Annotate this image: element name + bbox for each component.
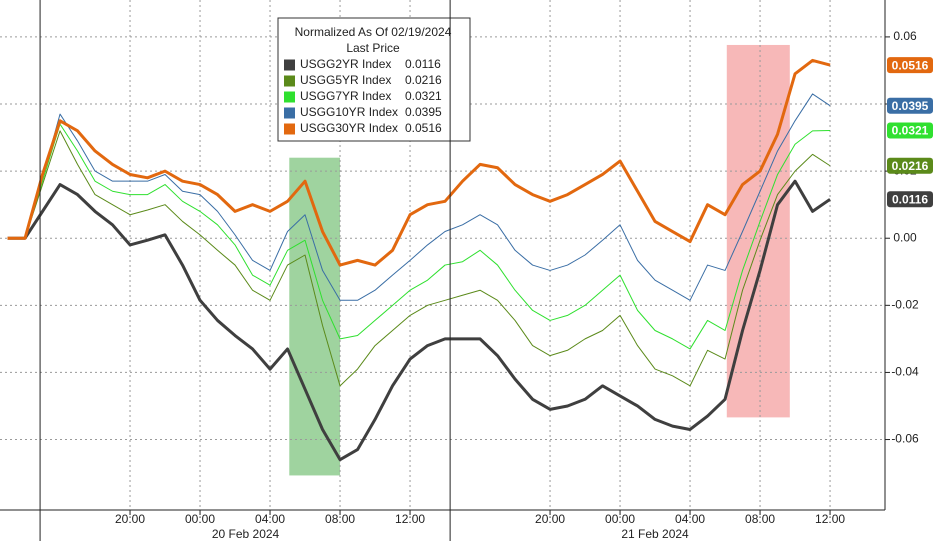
last-value-box xyxy=(887,57,933,74)
date-label: 21 Feb 2024 xyxy=(621,527,689,541)
legend-value: 0.0116 xyxy=(405,57,441,71)
y-tick-label: -0.06 xyxy=(891,432,919,446)
legend-value: 0.0321 xyxy=(405,89,442,103)
legend-swatch xyxy=(284,107,295,119)
last-value-label: 0.0395 xyxy=(892,99,929,113)
last-value-label: 0.0516 xyxy=(892,58,929,72)
last-value-box xyxy=(887,122,933,139)
series-line xyxy=(7,123,831,350)
legend-label: USGG7YR Index xyxy=(300,89,391,103)
x-tick-label: 04:00 xyxy=(255,512,285,526)
x-tick-label: 08:00 xyxy=(325,512,355,526)
last-value-box xyxy=(887,157,933,174)
legend-value: 0.0216 xyxy=(405,73,442,87)
legend-label: USGG10YR Index xyxy=(300,105,398,119)
legend-label: USGG30YR Index xyxy=(300,121,398,135)
plot xyxy=(0,0,885,510)
legend: Normalized As Of 02/19/2024 Last Price U… xyxy=(277,17,471,142)
legend-label: USGG5YR Index xyxy=(300,73,391,87)
y-tick-label: -0.04 xyxy=(891,365,919,379)
legend-value: 0.0395 xyxy=(405,105,442,119)
x-tick-label: 20:00 xyxy=(115,512,145,526)
y-tick-label: 0.00 xyxy=(893,230,917,244)
series-line xyxy=(7,179,831,462)
x-tick-label: 12:00 xyxy=(395,512,425,526)
series-line xyxy=(7,58,831,267)
x-tick-label: 00:00 xyxy=(185,512,215,526)
legend-label: USGG2YR Index xyxy=(300,57,391,71)
legend-swatch xyxy=(284,91,295,103)
legend-title: Normalized As Of 02/19/2024 xyxy=(295,25,452,39)
highlight-band xyxy=(726,44,790,418)
last-value-box xyxy=(887,191,933,208)
y-tick-label: -0.02 xyxy=(891,298,919,312)
last-value-label: 0.0216 xyxy=(892,159,929,173)
last-value-label: 0.0321 xyxy=(892,124,929,138)
last-value-box xyxy=(887,97,933,114)
legend-value: 0.0516 xyxy=(405,121,442,135)
x-tick-label: 08:00 xyxy=(745,512,775,526)
legend-swatch xyxy=(284,75,295,87)
last-value-label: 0.0116 xyxy=(892,192,928,206)
date-label: 20 Feb 2024 xyxy=(212,527,280,541)
series-line xyxy=(7,93,831,301)
x-tick-label: 04:00 xyxy=(675,512,705,526)
legend-subtitle: Last Price xyxy=(346,41,400,55)
legend-swatch xyxy=(284,59,295,71)
x-tick-label: 00:00 xyxy=(605,512,635,526)
x-tick-label: 12:00 xyxy=(815,512,845,526)
y-tick-label: 0.06 xyxy=(893,29,917,43)
x-tick-label: 20:00 xyxy=(535,512,565,526)
legend-swatch xyxy=(284,123,295,135)
legend-box xyxy=(277,17,471,142)
series-line xyxy=(7,130,831,387)
